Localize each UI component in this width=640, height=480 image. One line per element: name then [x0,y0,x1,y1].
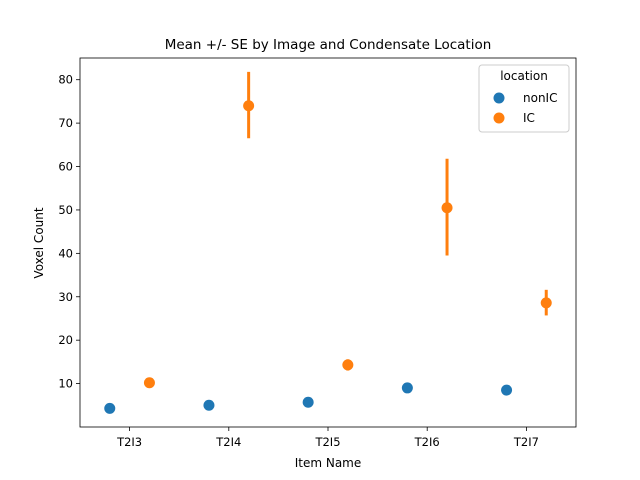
legend-label-IC: IC [523,111,535,125]
x-tick-label: T2I7 [513,435,539,449]
y-tick-label: 80 [58,73,73,87]
data-point [342,359,354,371]
x-tick-label: T2I6 [414,435,440,449]
legend-marker-IC [493,112,505,124]
legend-title: location [500,69,548,83]
data-point [243,100,255,112]
x-axis-label: Item Name [295,456,362,470]
series-nonIC [104,382,513,414]
y-tick-label: 40 [58,246,73,260]
series-IC [143,71,552,389]
plot-area [79,57,577,428]
y-tick-label: 20 [58,333,73,347]
legend-label-nonIC: nonIC [523,91,557,105]
data-point [143,377,155,389]
chart-title: Mean +/- SE by Image and Condensate Loca… [165,37,492,53]
data-point [501,384,513,396]
x-axis: T2I3 T2I4 T2I5 T2I6 T2I7 [116,427,539,449]
data-point [104,402,116,414]
x-tick-label: T2I3 [116,435,142,449]
data-point [302,396,314,408]
y-tick-label: 60 [58,160,73,174]
y-tick-label: 30 [58,290,73,304]
data-point [441,202,453,214]
legend: location nonIC IC [478,64,570,133]
y-tick-label: 10 [58,377,73,391]
y-tick-label: 70 [58,116,73,130]
data-point [401,382,413,394]
x-tick-label: T2I4 [215,435,241,449]
legend-marker-nonIC [493,92,505,104]
y-axis: 10 20 30 40 50 60 70 80 [58,73,80,391]
x-tick-label: T2I5 [314,435,340,449]
data-point [203,399,215,411]
y-tick-label: 50 [58,203,73,217]
y-axis-label: Voxel Count [32,207,46,278]
data-point [540,297,552,309]
